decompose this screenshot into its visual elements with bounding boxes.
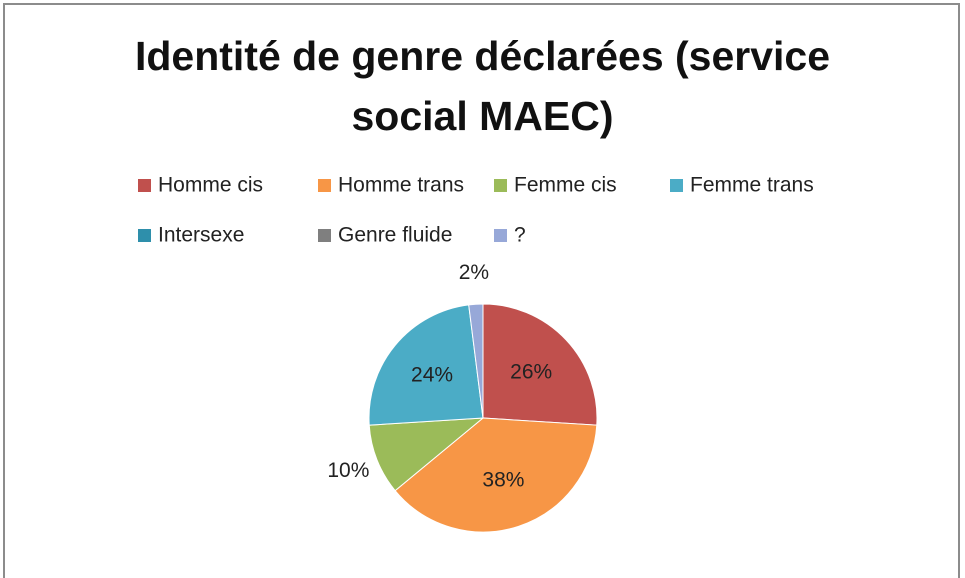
legend-label: ? (514, 224, 526, 247)
pie-slice (368, 304, 484, 426)
legend-swatch (138, 229, 151, 242)
legend-label: Genre fluide (338, 224, 452, 247)
data-label: 26% (510, 360, 552, 383)
chart-border (3, 3, 960, 578)
legend-swatch (670, 179, 683, 192)
legend-swatch (494, 229, 507, 242)
legend-swatch (318, 179, 331, 192)
pie-slice (482, 303, 598, 426)
pie-slice (468, 303, 484, 419)
legend-swatch (318, 229, 331, 242)
data-label: 24% (411, 363, 453, 386)
legend-label: Homme trans (338, 174, 464, 197)
data-label: 38% (482, 468, 524, 491)
legend-swatch (138, 179, 151, 192)
legend-label: Homme cis (158, 174, 263, 197)
pie-slice (394, 417, 598, 533)
legend-label: Intersexe (158, 224, 244, 247)
legend-label: Femme cis (514, 174, 617, 197)
pie-slice (368, 417, 485, 492)
chart-title: Identité de genre déclarées (service soc… (134, 33, 831, 139)
legend-swatch (494, 179, 507, 192)
data-label: 2% (459, 261, 489, 284)
legend-label: Femme trans (690, 174, 814, 197)
data-label: 10% (327, 459, 369, 482)
